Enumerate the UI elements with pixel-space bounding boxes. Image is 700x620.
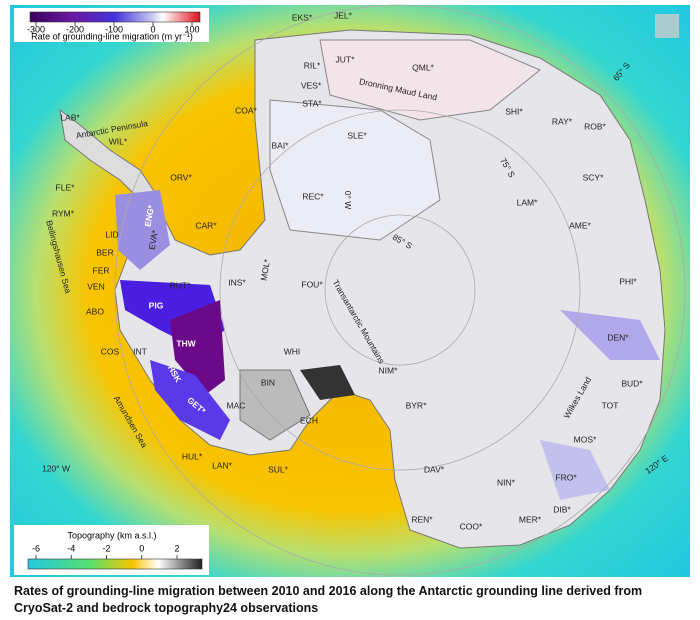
map-label: FRO* — [555, 472, 577, 482]
graticule — [114, 4, 686, 576]
colorbar-title: Topography (km a.s.l.) — [67, 530, 156, 540]
map-label: ROB* — [584, 121, 606, 131]
map-label: LAB* — [60, 112, 80, 122]
map-label: FER — [93, 265, 110, 275]
map-label: PHI* — [619, 276, 637, 286]
basin-shape — [269, 99, 441, 241]
map-label: 0° W — [343, 191, 353, 210]
map-label: ABO — [86, 306, 104, 316]
map-label: REN* — [411, 514, 433, 524]
map-label: COA* — [235, 105, 257, 115]
basin-shape — [540, 440, 610, 500]
map-label: HUL* — [182, 451, 203, 461]
map-label: JEL* — [334, 10, 353, 20]
map-label: VEN — [87, 281, 104, 291]
basin-shape — [150, 360, 230, 440]
map-label: FLE* — [56, 182, 76, 192]
map-label: REC* — [302, 191, 324, 201]
map-label: DAV* — [424, 464, 445, 474]
map-label: STA* — [302, 98, 322, 108]
map-label: SCY* — [583, 172, 604, 182]
map-label: ORV* — [170, 172, 192, 182]
map-label: ECH — [300, 415, 318, 425]
map-label: NIN* — [497, 477, 516, 487]
map-label: WHI — [284, 346, 301, 356]
map-label: INT — [133, 346, 147, 356]
map-label: BAI* — [271, 140, 289, 150]
map-label: LID — [105, 229, 118, 239]
map-label: PIG — [149, 300, 164, 310]
map-label: QML* — [412, 62, 434, 72]
map-label: AME* — [569, 220, 591, 230]
topography-shape — [300, 365, 355, 400]
expand-button[interactable] — [655, 14, 679, 38]
colorbar-tick-label: -200 — [66, 24, 84, 34]
map-label: BYR* — [406, 400, 427, 410]
map-label: SLE* — [347, 130, 367, 140]
map-label: LAN* — [212, 460, 233, 470]
colorbar-tick-label: 100 — [184, 24, 199, 34]
map-label: COO* — [460, 521, 483, 531]
map-label: BIN — [261, 377, 275, 387]
colorbar-tick-label: -2 — [102, 543, 110, 553]
caption: Rates of grounding-line migration betwee… — [14, 584, 643, 615]
colorbar-tick-label: -6 — [32, 543, 40, 553]
map-label: MAC — [227, 400, 246, 410]
map-label: SUL* — [268, 464, 289, 474]
map-label: SHI* — [505, 106, 523, 116]
colorbar-tick-label: -100 — [105, 24, 123, 34]
map-label: WIL* — [109, 136, 128, 146]
map-label: THW — [176, 338, 196, 348]
map-label: BUD* — [621, 378, 643, 388]
map-label: DEN* — [607, 332, 629, 342]
colorbar-tick-label: 0 — [150, 24, 155, 34]
basin-shape — [115, 190, 170, 270]
map-label: VES* — [301, 80, 322, 90]
map-label: FOU* — [301, 279, 323, 289]
map-label: CAR* — [195, 220, 217, 230]
map-label: RUT* — [170, 280, 191, 290]
map-label: MOL* — [258, 258, 272, 282]
basin-shape — [170, 300, 225, 395]
basin-shape — [319, 39, 541, 121]
map-label: TOT — [602, 400, 619, 410]
basin-shape — [560, 310, 660, 360]
colorbar-tick-label: -300 — [27, 24, 45, 34]
colorbar-tick-label: -4 — [67, 543, 75, 553]
map-label: ENG* — [142, 204, 156, 228]
map-label: MOS* — [574, 434, 597, 444]
colorbar-tick-label: 0 — [139, 543, 144, 553]
map-label: MER* — [519, 514, 542, 524]
colorbar-title: Rate of grounding-line migration (m yr⁻¹… — [31, 31, 193, 41]
map-label: COS — [101, 346, 120, 356]
map-label: DIB* — [553, 504, 571, 514]
colorbar-tick-label: 2 — [174, 543, 179, 553]
map-label: 120° W — [42, 463, 70, 473]
map-label: NIM* — [379, 365, 399, 375]
map-label: EKS* — [292, 12, 313, 22]
map-label: JUT* — [336, 54, 356, 64]
basin-shape — [239, 369, 311, 441]
map-label: INS* — [228, 277, 246, 287]
map-label: RYM* — [52, 208, 75, 218]
colorbar — [27, 558, 203, 570]
colorbar — [29, 11, 201, 23]
map-label: BER — [96, 247, 113, 257]
map-label: RIL* — [304, 60, 321, 70]
map-label: RAY* — [552, 116, 573, 126]
map-figure: Rate of grounding-line migration (m yr⁻¹… — [10, 4, 690, 577]
map-label: EVA* — [147, 229, 160, 251]
map-label: LAM* — [517, 197, 538, 207]
